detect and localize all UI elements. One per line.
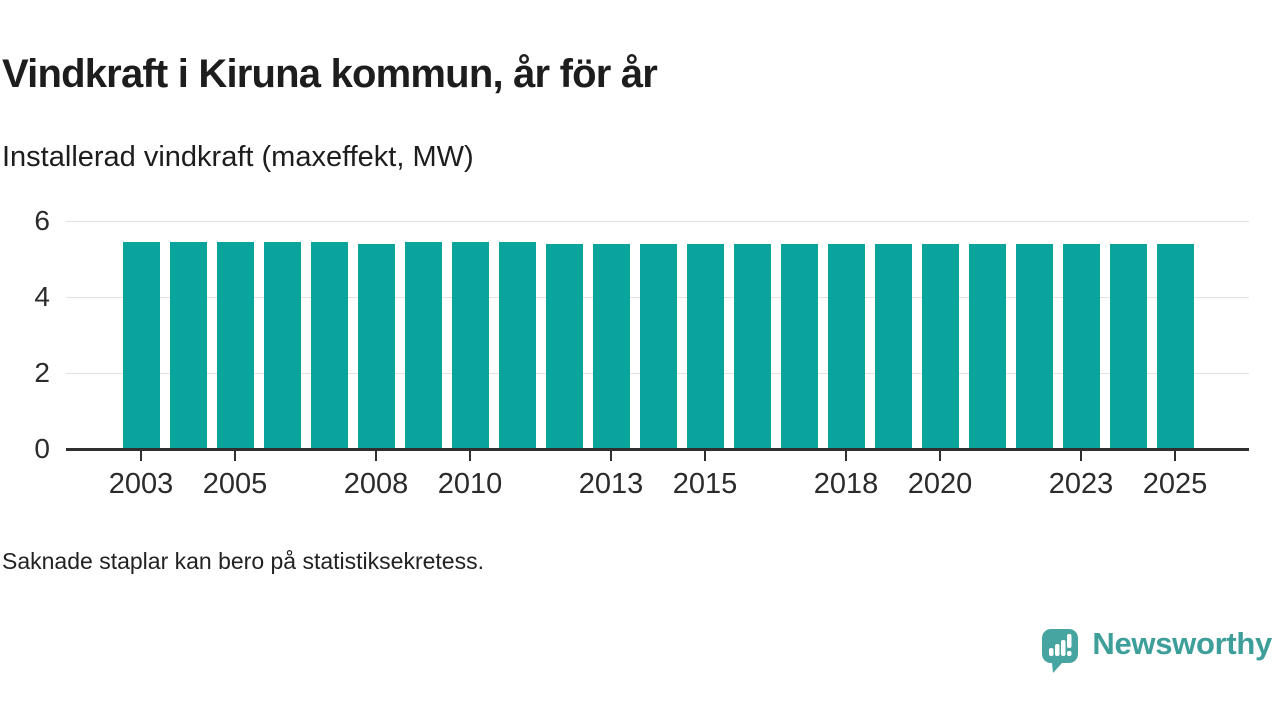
bar-glyph-large bbox=[1061, 640, 1066, 656]
x-axis-tick-2023 bbox=[1080, 451, 1082, 461]
y-axis-label-4: 4 bbox=[34, 281, 50, 312]
bar-2009 bbox=[405, 242, 442, 449]
bar-2010 bbox=[452, 242, 489, 449]
bar-2025 bbox=[1157, 244, 1194, 449]
bar-2007 bbox=[311, 242, 348, 449]
bar-2013 bbox=[593, 244, 630, 449]
y-axis-label-0: 0 bbox=[34, 433, 50, 464]
x-axis-label-2015: 2015 bbox=[672, 468, 738, 500]
bar-2021 bbox=[969, 244, 1006, 449]
x-axis-tick-2010 bbox=[469, 451, 471, 461]
x-axis-tick-2005 bbox=[234, 451, 236, 461]
x-axis-label-2025: 2025 bbox=[1142, 468, 1208, 500]
bar-2011 bbox=[499, 242, 536, 449]
bar-2012 bbox=[546, 244, 583, 449]
bar-2006 bbox=[264, 242, 301, 449]
bar-chart-plot-area: 0 2 4 6 2003 2005 2008 2010 2013 2015 2018 2020 2023… bbox=[34, 205, 1249, 500]
x-axis-tick-2020 bbox=[939, 451, 941, 461]
x-axis-label-2020: 2020 bbox=[907, 468, 973, 500]
chart-title: Vindkraft i Kiruna kommun, år för år bbox=[2, 52, 658, 96]
bar-2018 bbox=[828, 244, 865, 449]
newsworthy-speech-bubble-icon bbox=[1042, 629, 1079, 673]
bar-2020 bbox=[922, 244, 959, 449]
speech-bubble-shape bbox=[1042, 629, 1079, 673]
exclamation-dot-glyph bbox=[1067, 651, 1072, 656]
x-axis-label-2023: 2023 bbox=[1048, 468, 1114, 500]
x-axis-tick-2008 bbox=[375, 451, 377, 461]
newsworthy-logo: Newsworthy bbox=[1042, 626, 1272, 676]
bar-2005 bbox=[217, 242, 254, 449]
x-axis-tick-2013 bbox=[610, 451, 612, 461]
x-axis-tick-2018 bbox=[845, 451, 847, 461]
bar-glyph-medium bbox=[1055, 644, 1060, 656]
bar-2015 bbox=[687, 244, 724, 449]
bar-2016 bbox=[734, 244, 771, 449]
chart-subtitle: Installerad vindkraft (maxeffekt, MW) bbox=[2, 141, 474, 173]
x-axis-tick-2015 bbox=[704, 451, 706, 461]
newsworthy-wordmark: Newsworthy bbox=[1092, 626, 1272, 661]
bar-2014 bbox=[640, 244, 677, 449]
x-axis-tick-2003 bbox=[140, 451, 142, 461]
x-axis-label-2005: 2005 bbox=[202, 468, 268, 500]
bar-2008 bbox=[358, 244, 395, 449]
x-axis-label-2013: 2013 bbox=[578, 468, 644, 500]
bar-glyph-small bbox=[1049, 648, 1054, 656]
bar-2003 bbox=[123, 242, 160, 449]
bar-2022 bbox=[1016, 244, 1053, 449]
x-axis-label-2010: 2010 bbox=[437, 468, 503, 500]
bar-2017 bbox=[781, 244, 818, 449]
x-axis-label-2008: 2008 bbox=[343, 468, 409, 500]
x-axis-label-2003: 2003 bbox=[108, 468, 174, 500]
bar-2024 bbox=[1110, 244, 1147, 449]
bar-2004 bbox=[170, 242, 207, 449]
x-axis-tick-2025 bbox=[1174, 451, 1176, 461]
footnote: Saknade staplar kan bero på statistiksek… bbox=[2, 548, 484, 574]
x-axis-line bbox=[66, 448, 1249, 451]
bar-2023 bbox=[1063, 244, 1100, 449]
gridline-y-6 bbox=[66, 221, 1249, 222]
x-axis-label-2018: 2018 bbox=[813, 468, 879, 500]
bar-2019 bbox=[875, 244, 912, 449]
y-axis-label-2: 2 bbox=[34, 357, 50, 388]
exclamation-bar-glyph bbox=[1067, 634, 1072, 648]
y-axis-label-6: 6 bbox=[34, 205, 50, 236]
